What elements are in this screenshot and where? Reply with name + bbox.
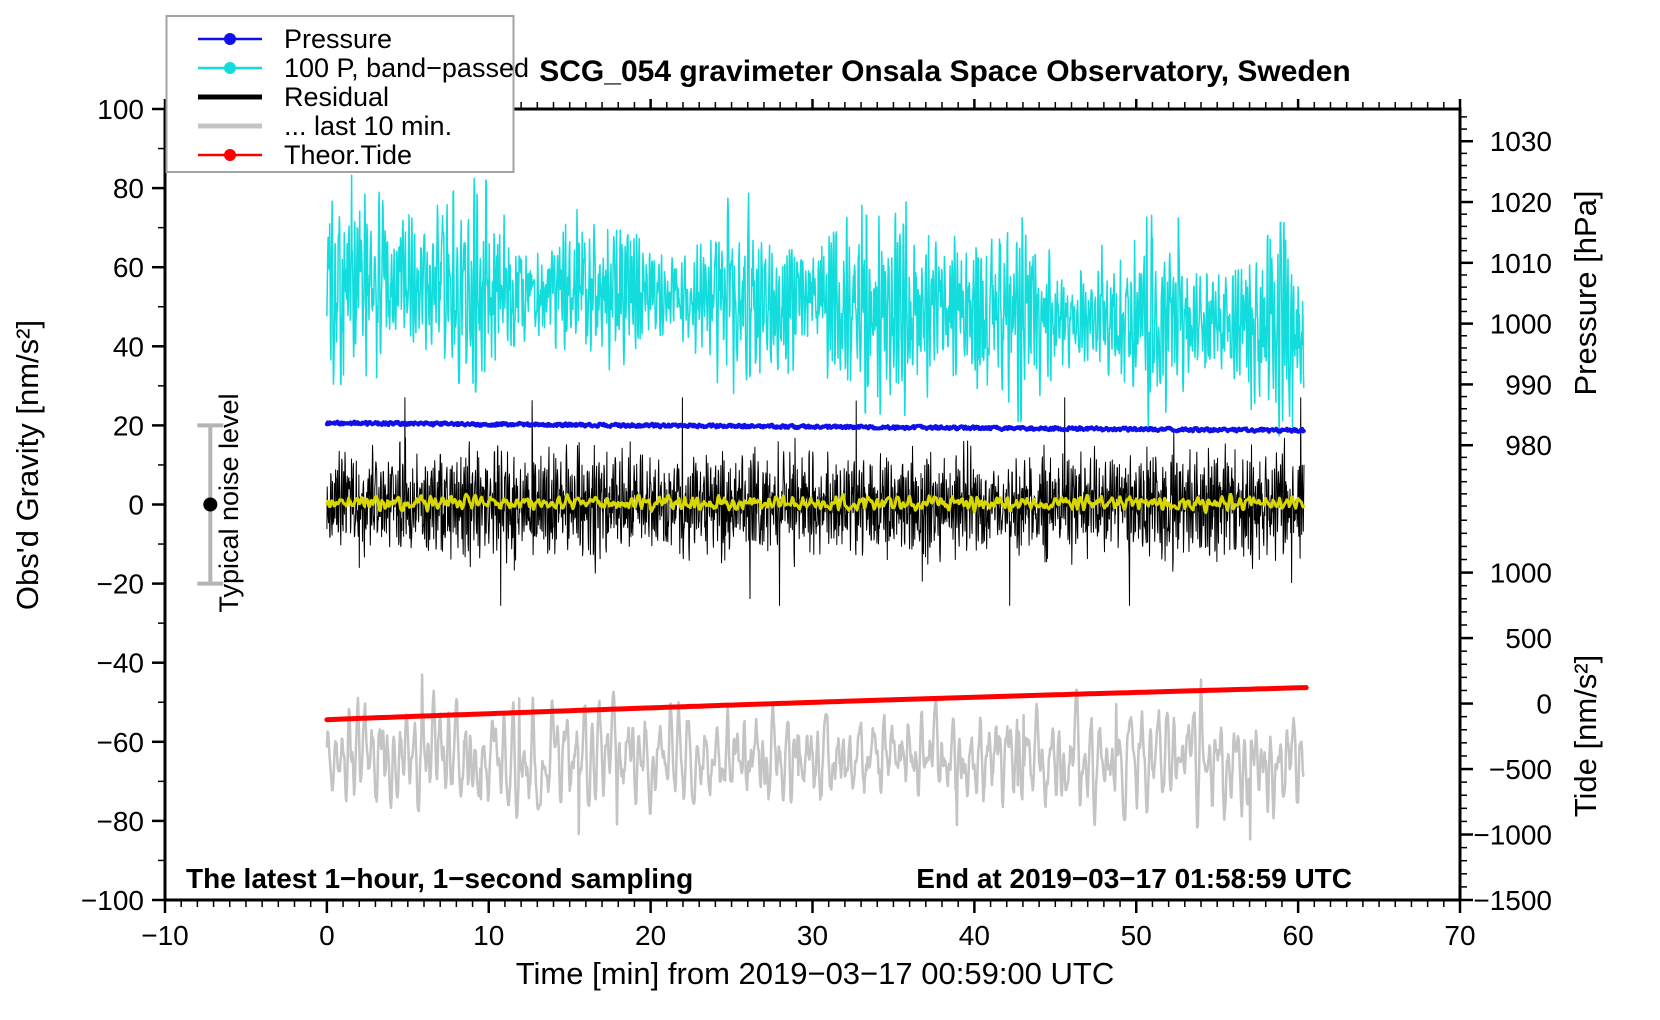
legend-item-theor_tide: Theor.Tide xyxy=(198,140,412,170)
gravity-tick-label: −40 xyxy=(97,648,145,679)
legend-box xyxy=(165,15,515,173)
gravity-tick-label: 40 xyxy=(113,331,144,362)
legend-label: Theor.Tide xyxy=(284,140,412,170)
pressure-tick-label: 980 xyxy=(1505,430,1552,461)
legend-label: ... last 10 min. xyxy=(284,111,452,141)
x-tick-label: 70 xyxy=(1444,920,1475,951)
x-tick-label: 30 xyxy=(797,920,828,951)
pressure-tick-label: 990 xyxy=(1505,369,1552,400)
gravity-tick-label: −100 xyxy=(81,885,144,916)
legend-label: Pressure xyxy=(284,24,392,54)
gravity-tick-label: −60 xyxy=(97,727,145,758)
end-time-note: End at 2019−03−17 01:58:59 UTC xyxy=(916,863,1352,894)
legend-label: 100 P, band−passed xyxy=(284,53,529,83)
legend-item-residual_last10: ... last 10 min. xyxy=(198,111,452,141)
gravity-tick-label: 80 xyxy=(113,173,144,204)
x-tick-label: −10 xyxy=(141,920,189,951)
axes-layer: −10 0 10 20 30 40 50 60 70100806040200−20−40−60−… xyxy=(81,94,1552,951)
tide-tick-label: −1000 xyxy=(1473,820,1552,851)
series-residual_smooth xyxy=(325,492,1306,514)
x-tick-label: 0 xyxy=(319,920,335,951)
pressure-tick-label: 1010 xyxy=(1490,248,1552,279)
legend-marker-dot xyxy=(224,62,236,74)
legend-item-pressure: Pressure xyxy=(198,24,392,54)
legend-marker-dot xyxy=(224,33,236,45)
plot-frame xyxy=(163,107,1462,902)
legend-item-residual: Residual xyxy=(198,82,389,112)
x-tick-label: 50 xyxy=(1121,920,1152,951)
tide-tick-label: 500 xyxy=(1505,623,1552,654)
x-axis-title: Time [min] from 2019−03−17 00:59:00 UTC xyxy=(516,956,1115,991)
x-tick-label: 10 xyxy=(473,920,504,951)
series-pressure xyxy=(324,419,1306,434)
plot-frame-border xyxy=(163,107,1462,902)
tide-tick-label: −500 xyxy=(1489,754,1552,785)
tide-tick-label: 1000 xyxy=(1490,558,1552,589)
tide-axis-title: Tide [nm/s²] xyxy=(1568,655,1603,818)
left-axis-title: Obs'd Gravity [nm/s²] xyxy=(10,320,45,610)
series-layer xyxy=(324,174,1309,841)
gravity-tick-label: 0 xyxy=(128,490,144,521)
typical-noise-level-marker xyxy=(197,423,224,586)
series-residual_last10 xyxy=(325,673,1305,841)
gravity-tick-label: −80 xyxy=(97,806,145,837)
pressure-tick-label: 1000 xyxy=(1490,309,1552,340)
tide-tick-label: 0 xyxy=(1536,689,1552,720)
legend-label: Residual xyxy=(284,82,389,112)
sampling-note: The latest 1−hour, 1−second sampling xyxy=(186,863,693,894)
noise-marker-label: Typical noise level xyxy=(214,393,244,612)
gravity-tick-label: 20 xyxy=(113,410,144,441)
gravity-tick-label: 100 xyxy=(97,94,144,125)
pressure-tick-label: 1030 xyxy=(1490,126,1552,157)
noise-errorbar-dot xyxy=(203,497,218,512)
pressure-axis-title: Pressure [hPa] xyxy=(1568,190,1603,395)
gravity-tick-label: 60 xyxy=(113,252,144,283)
tide-tick-label: −1500 xyxy=(1473,885,1552,916)
series-band_passed xyxy=(326,174,1305,437)
series-residual xyxy=(326,397,1305,606)
x-tick-label: 60 xyxy=(1283,920,1314,951)
x-tick-label: 40 xyxy=(959,920,990,951)
series-theor_tide xyxy=(324,685,1309,723)
pressure-tick-label: 1020 xyxy=(1490,187,1552,218)
x-tick-label: 20 xyxy=(635,920,666,951)
legend-marker-dot xyxy=(224,149,236,161)
chart-title: SCG_054 gravimeter Onsala Space Observat… xyxy=(539,55,1351,88)
gravity-tick-label: −20 xyxy=(97,569,145,600)
legend-item-band_passed: 100 P, band−passed xyxy=(198,53,529,83)
